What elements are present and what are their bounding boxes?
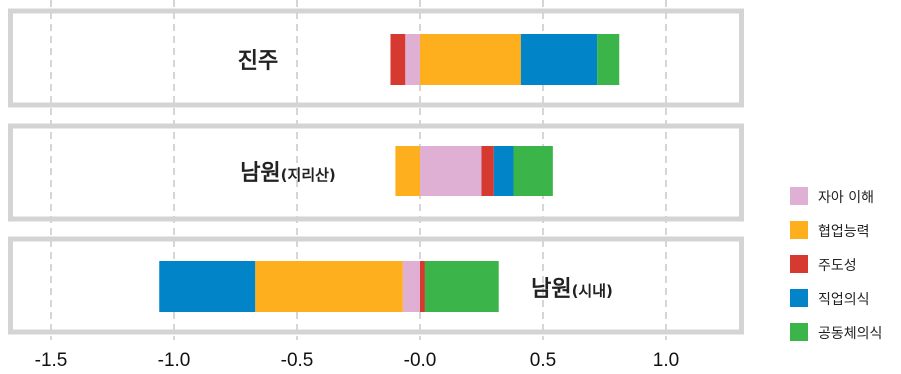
bar-segment	[395, 146, 420, 196]
bar-segment	[420, 261, 425, 312]
bar-segment	[390, 34, 406, 85]
bar-segment	[520, 34, 598, 85]
x-tick-label: -1.0	[158, 350, 191, 371]
x-tick-label: -1.5	[35, 350, 68, 371]
legend-label: 직업의식	[818, 292, 870, 308]
legend-swatch	[790, 221, 808, 239]
x-tick-label: 0.5	[530, 350, 556, 371]
category-panels	[8, 8, 744, 335]
category-label: 남원(지리산)	[240, 161, 336, 186]
x-tick-label: -0.5	[281, 350, 314, 371]
category-label: 남원(시내)	[531, 277, 613, 302]
bar-segment	[420, 146, 482, 196]
legend-label: 공동체의식	[818, 326, 882, 342]
bar-segment	[255, 261, 403, 312]
category-panel	[8, 236, 744, 335]
bar-segment	[159, 261, 256, 312]
bar-segment	[424, 261, 499, 312]
bars	[159, 34, 620, 312]
legend-label: 주도성	[818, 258, 857, 274]
bar-segment	[405, 34, 420, 85]
legend-swatch	[790, 255, 808, 273]
bar-segment	[513, 146, 553, 196]
legend-swatch	[790, 187, 808, 205]
x-tick-label: 1.0	[653, 350, 679, 371]
category-panel	[8, 123, 744, 222]
x-axis-ticks: -1.5 -1.0 -0.5 -0.0 0.5 1.0	[35, 350, 680, 371]
legend-swatch	[790, 289, 808, 307]
category-label: 진주	[238, 49, 278, 74]
bar-segment	[481, 146, 494, 196]
x-tick-label: -0.0	[404, 350, 437, 371]
category-panel	[8, 8, 744, 108]
bar-segment	[597, 34, 620, 85]
bar-segment	[420, 34, 521, 85]
legend-label: 협업능력	[818, 224, 870, 240]
legend-swatch	[790, 323, 808, 341]
bar-segment	[402, 261, 420, 312]
bar-segment	[493, 146, 514, 196]
legend-label: 자아 이해	[818, 190, 874, 206]
